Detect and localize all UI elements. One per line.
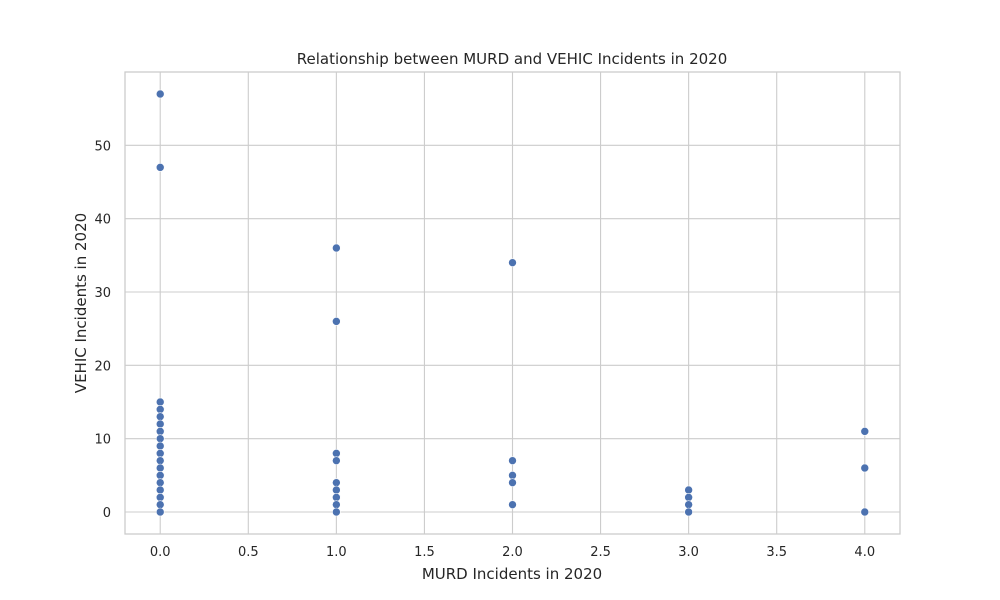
y-axis-ticks: 0 10 20 30 40 50	[94, 139, 111, 521]
y-tick-label: 40	[94, 213, 111, 228]
data-point	[155, 441, 165, 451]
data-point	[332, 478, 341, 487]
chart-title: Relationship between MURD and VEHIC Inci…	[297, 50, 728, 68]
data-point	[155, 507, 165, 517]
data-point	[684, 493, 693, 502]
x-tick-label: 3.5	[766, 545, 787, 560]
data-point	[155, 463, 165, 473]
data-point	[332, 243, 341, 253]
x-tick-label: 4.0	[854, 545, 875, 560]
data-point	[155, 493, 165, 502]
x-tick-label: 3.0	[678, 545, 699, 560]
y-tick-label: 20	[94, 359, 111, 374]
data-point	[684, 485, 693, 495]
data-point	[332, 449, 341, 458]
data-point	[508, 500, 517, 509]
y-axis-label: VEHIC Incidents in 2020	[72, 213, 90, 393]
x-axis-ticks: 0.0 0.5 1.0 1.5 2.0 2.5 3.0 3.5 4.0	[150, 545, 875, 560]
data-point	[860, 507, 870, 517]
x-tick-label: 0.0	[150, 545, 171, 560]
data-point	[508, 456, 517, 465]
y-tick-label: 30	[94, 286, 111, 301]
data-point	[155, 405, 165, 414]
data-point	[332, 507, 341, 517]
x-tick-label: 2.0	[502, 545, 523, 560]
x-tick-label: 1.0	[326, 545, 347, 560]
data-points	[155, 89, 870, 517]
data-point	[860, 427, 870, 436]
data-point	[155, 500, 165, 509]
grid-lines	[125, 72, 900, 534]
data-point	[155, 397, 165, 407]
data-point	[860, 463, 870, 473]
y-tick-label: 50	[94, 139, 111, 154]
data-point	[508, 471, 517, 480]
data-point	[332, 485, 341, 495]
data-point	[508, 478, 517, 487]
data-point	[332, 500, 341, 509]
data-point	[155, 478, 165, 487]
data-point	[155, 456, 165, 465]
y-tick-label: 10	[94, 433, 111, 448]
x-axis-label: MURD Incidents in 2020	[422, 565, 602, 583]
data-point	[155, 434, 165, 443]
data-point	[332, 456, 341, 465]
x-tick-label: 0.5	[238, 545, 259, 560]
data-point	[155, 449, 165, 458]
x-tick-label: 1.5	[414, 545, 435, 560]
data-point	[155, 427, 165, 436]
data-point	[332, 493, 341, 502]
data-point	[155, 471, 165, 480]
plot-area	[124, 71, 901, 535]
data-point	[155, 419, 165, 429]
data-point	[155, 163, 165, 172]
data-point	[155, 412, 165, 421]
data-point	[684, 500, 693, 509]
y-tick-label: 0	[103, 506, 111, 521]
data-point	[332, 317, 341, 326]
data-point	[508, 258, 517, 267]
data-point	[684, 507, 693, 517]
data-point	[155, 89, 165, 99]
x-tick-label: 2.5	[590, 545, 611, 560]
data-point	[155, 485, 165, 495]
